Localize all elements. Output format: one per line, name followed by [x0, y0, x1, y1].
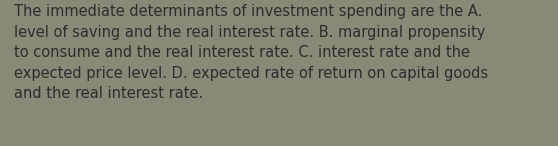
- Text: The immediate determinants of investment spending are the A.
level of saving and: The immediate determinants of investment…: [14, 4, 488, 101]
